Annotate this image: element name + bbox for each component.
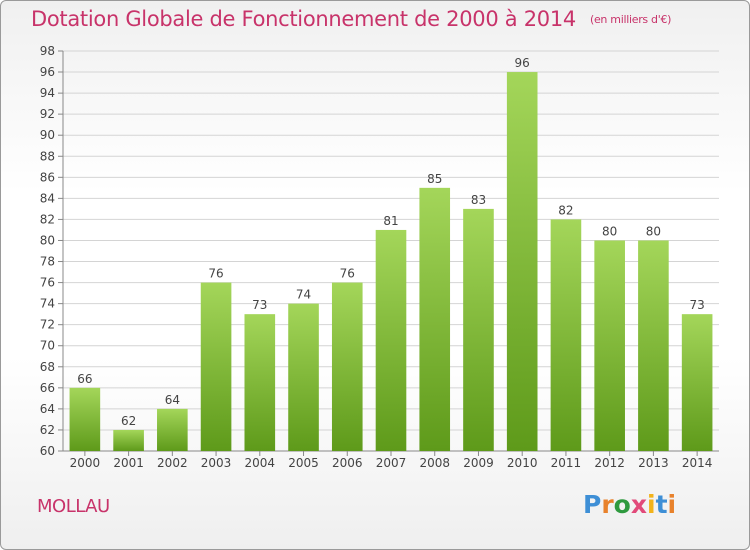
bar-2011 xyxy=(550,219,582,451)
bar-2002 xyxy=(157,408,188,451)
chart-unit-label: (en milliers d'€) xyxy=(589,13,672,26)
y-tick-label: 60 xyxy=(40,444,55,458)
commune-name: MOLLAU xyxy=(37,496,110,517)
y-tick-labels: 60 62 64 66 68 70 72 74 76 78 80 82 84 86 88 90 92 94 96 98 xyxy=(40,44,55,458)
y-tick-label: 80 xyxy=(40,233,55,247)
bar-2012 xyxy=(594,240,625,451)
proxiti-logo[interactable]: Proxiti xyxy=(583,490,676,519)
data-label-2010: 96 xyxy=(515,56,530,70)
data-label-2011: 82 xyxy=(558,203,573,217)
x-tick-label: 2012 xyxy=(594,456,625,470)
x-tick-label: 2013 xyxy=(638,456,669,470)
data-label-2006: 76 xyxy=(340,267,355,281)
data-label-2009: 83 xyxy=(471,193,486,207)
data-label-2000: 66 xyxy=(77,372,92,386)
bar-2000 xyxy=(69,387,101,451)
x-tick-label: 2006 xyxy=(332,456,363,470)
x-tick-label: 2008 xyxy=(419,456,450,470)
data-label-2007: 81 xyxy=(383,214,398,228)
bar-2013 xyxy=(638,240,669,451)
y-tick-label: 88 xyxy=(40,149,55,163)
bar-2006 xyxy=(331,282,363,451)
y-tick-label: 64 xyxy=(40,402,55,416)
y-tick-label: 96 xyxy=(40,65,55,79)
logo-letter: x xyxy=(630,490,647,519)
bar-2007 xyxy=(375,229,407,451)
chart-title: Dotation Globale de Fonctionnement de 20… xyxy=(31,7,671,31)
bar-2014 xyxy=(681,314,713,451)
logo-letter: i xyxy=(647,490,656,519)
data-label-2001: 62 xyxy=(121,414,136,428)
bar-2008 xyxy=(419,187,451,451)
bar-2001 xyxy=(113,429,144,451)
data-label-2008: 85 xyxy=(427,172,442,186)
y-tick-label: 92 xyxy=(40,107,55,121)
y-tick-label: 84 xyxy=(40,191,55,205)
y-tick-label: 90 xyxy=(40,128,55,142)
x-tick-label: 2003 xyxy=(201,456,232,470)
data-label-2013: 80 xyxy=(646,224,661,238)
x-tick-labels: 2000 2001 2002 2003 2004 2005 2006 2007 2008 2009… xyxy=(70,451,713,470)
x-tick-label: 2014 xyxy=(682,456,713,470)
bar-2010 xyxy=(506,72,538,451)
data-label-2012: 80 xyxy=(602,224,617,238)
y-tick-label: 94 xyxy=(40,86,55,100)
x-tick-label: 2011 xyxy=(551,456,582,470)
logo-letter: r xyxy=(601,490,614,519)
x-tick-label: 2001 xyxy=(113,456,144,470)
data-label-2003: 76 xyxy=(208,267,223,281)
bars xyxy=(69,72,713,451)
y-tick-label: 70 xyxy=(40,339,55,353)
logo-letter: i xyxy=(667,490,677,519)
y-tick-label: 68 xyxy=(40,360,55,374)
data-label-2014: 73 xyxy=(689,298,704,312)
chart-title-text: Dotation Globale de Fonctionnement de 20… xyxy=(31,7,576,31)
logo-letter: P xyxy=(583,490,602,519)
x-tick-label: 2000 xyxy=(70,456,101,470)
x-tick-label: 2005 xyxy=(288,456,319,470)
y-tick-label: 62 xyxy=(40,423,55,437)
y-tick-label: 82 xyxy=(40,212,55,226)
data-label-2005: 74 xyxy=(296,288,311,302)
x-tick-label: 2010 xyxy=(507,456,538,470)
data-label-2002: 64 xyxy=(165,393,180,407)
y-tick-label: 98 xyxy=(40,44,55,58)
y-tick-label: 74 xyxy=(40,297,55,311)
y-tick-label: 86 xyxy=(40,170,55,184)
y-tick-label: 78 xyxy=(40,255,55,269)
bar-2003 xyxy=(200,282,232,451)
x-tick-label: 2004 xyxy=(245,456,276,470)
logo-letter: t xyxy=(655,490,668,519)
y-tick-label: 66 xyxy=(40,381,55,395)
x-tick-label: 2009 xyxy=(463,456,494,470)
bar-2005 xyxy=(288,303,319,451)
y-tick-label: 72 xyxy=(40,318,55,332)
bar-2004 xyxy=(244,314,276,451)
x-tick-label: 2007 xyxy=(376,456,407,470)
logo-letter: o xyxy=(613,490,631,519)
data-labels: 66 62 64 76 73 74 76 81 85 83 96 82 80 80 73 xyxy=(77,56,705,428)
bar-2009 xyxy=(463,208,494,451)
x-tick-label: 2002 xyxy=(157,456,188,470)
data-label-2004: 73 xyxy=(252,298,267,312)
y-tick-label: 76 xyxy=(40,276,55,290)
